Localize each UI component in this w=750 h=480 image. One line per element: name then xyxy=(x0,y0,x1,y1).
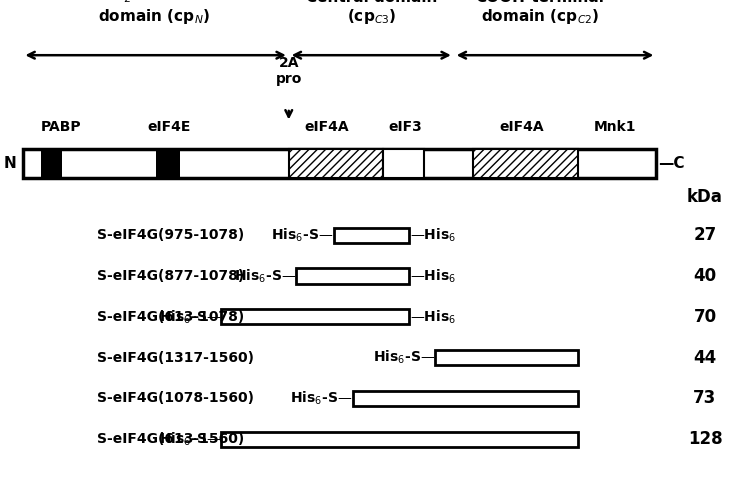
Text: —His$_6$: —His$_6$ xyxy=(410,267,457,285)
Bar xyxy=(22,149,656,178)
Bar xyxy=(435,350,578,365)
Text: S-eIF4G(613-1078): S-eIF4G(613-1078) xyxy=(98,310,244,324)
Text: His$_6$-S—: His$_6$-S— xyxy=(159,308,221,325)
Text: Mnk1: Mnk1 xyxy=(594,120,636,134)
Bar xyxy=(221,432,578,447)
Text: 70: 70 xyxy=(694,308,716,326)
Text: His$_6$-S—: His$_6$-S— xyxy=(159,431,221,448)
Bar xyxy=(221,309,409,324)
Text: 73: 73 xyxy=(693,389,717,408)
Text: His$_6$-S—: His$_6$-S— xyxy=(234,267,296,285)
Bar xyxy=(156,149,180,178)
Text: His$_6$-S—: His$_6$-S— xyxy=(290,390,352,407)
Text: N: N xyxy=(4,156,16,171)
Text: PABP: PABP xyxy=(41,120,82,134)
Text: NH$_2$-terminal
domain (cp$_N$): NH$_2$-terminal domain (cp$_N$) xyxy=(98,0,210,26)
Bar xyxy=(296,268,409,284)
Text: —C: —C xyxy=(658,156,685,171)
Text: 44: 44 xyxy=(693,348,717,367)
Text: 2A
pro: 2A pro xyxy=(275,56,302,86)
Text: S-eIF4G(1317-1560): S-eIF4G(1317-1560) xyxy=(98,350,254,365)
Text: 128: 128 xyxy=(688,430,722,448)
Bar xyxy=(472,149,578,178)
Text: S-eIF4G(613-1560): S-eIF4G(613-1560) xyxy=(98,432,244,446)
Text: eIF4A: eIF4A xyxy=(499,120,544,134)
Text: 27: 27 xyxy=(693,226,717,244)
Text: S-eIF4G(975-1078): S-eIF4G(975-1078) xyxy=(98,228,244,242)
Text: His$_6$-S—: His$_6$-S— xyxy=(272,227,334,244)
Bar xyxy=(41,149,62,178)
Text: S-eIF4G(877-1078): S-eIF4G(877-1078) xyxy=(98,269,244,283)
Text: 40: 40 xyxy=(694,267,716,285)
Text: eIF3: eIF3 xyxy=(388,120,422,134)
Text: kDa: kDa xyxy=(687,188,723,206)
Text: S-eIF4G(1078-1560): S-eIF4G(1078-1560) xyxy=(98,391,254,406)
Bar xyxy=(352,391,578,406)
Text: Central domain
(cp$_{C3}$): Central domain (cp$_{C3}$) xyxy=(305,0,437,26)
Text: eIF4A: eIF4A xyxy=(304,120,349,134)
Bar xyxy=(334,228,409,243)
Text: His$_6$-S—: His$_6$-S— xyxy=(373,349,435,366)
Text: eIF4E: eIF4E xyxy=(147,120,190,134)
Bar xyxy=(382,149,424,178)
Text: COOH-terminal
domain (cp$_{C2}$): COOH-terminal domain (cp$_{C2}$) xyxy=(476,0,604,26)
Text: —His$_6$: —His$_6$ xyxy=(410,308,457,325)
Text: —His$_6$: —His$_6$ xyxy=(410,227,457,244)
Bar xyxy=(289,149,382,178)
